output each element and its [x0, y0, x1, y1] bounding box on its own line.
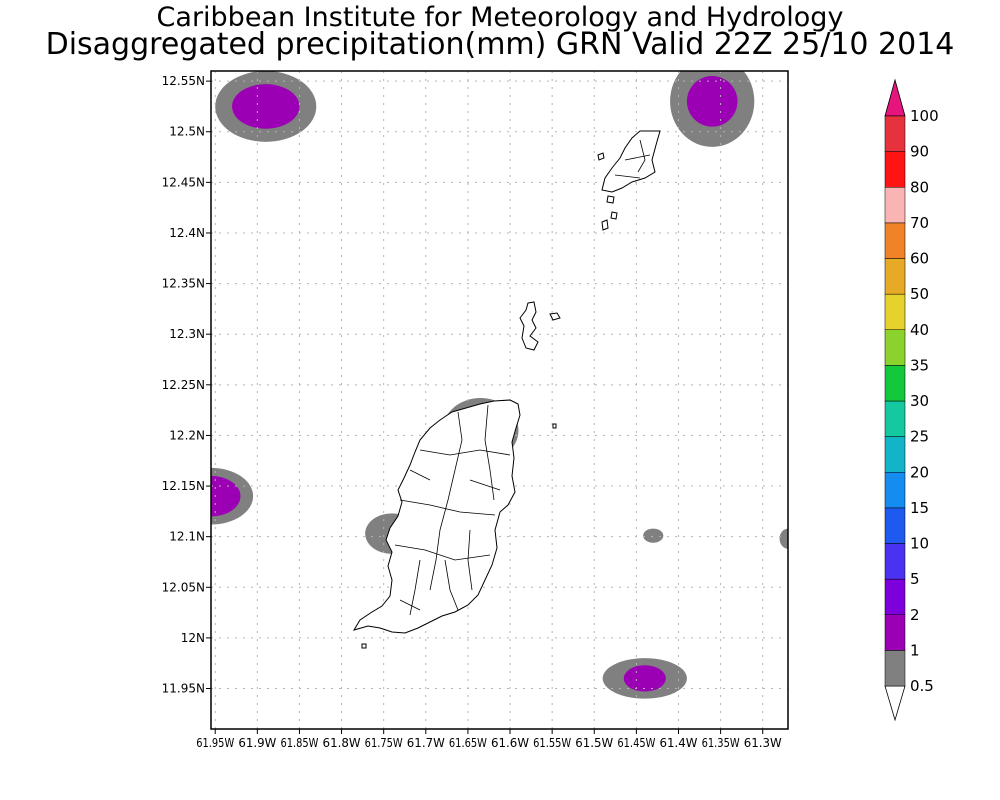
- legend-label-9: 35: [910, 356, 929, 374]
- lon-tick-label-12: 61.35W: [702, 736, 740, 750]
- legend-label-12: 60: [910, 250, 929, 268]
- coastline-layer: [352, 130, 661, 649]
- map-gridlines: [211, 71, 788, 729]
- island-saline: [601, 219, 609, 231]
- legend-swatch-4: [884, 507, 906, 544]
- legend-label-11: 50: [910, 285, 929, 303]
- island-frigate: [610, 211, 618, 220]
- legend-swatch-8: [884, 365, 906, 402]
- precip-area-core-1: [686, 76, 738, 127]
- grenada-island: [352, 399, 521, 634]
- legend-label-6: 20: [910, 463, 929, 481]
- map-plot-background: [211, 71, 788, 729]
- map-frame: [210, 70, 789, 730]
- carriacou-boundaries: [614, 139, 651, 179]
- legend-label-15: 90: [910, 143, 929, 161]
- legend-swatch-5: [884, 472, 906, 509]
- lat-tick-label-11: 12N: [181, 631, 205, 645]
- lat-tick-label-3: 12.4N: [169, 226, 205, 240]
- precip-area-core-5: [623, 665, 666, 692]
- longitude-axis: 61.95W 61.9W 61.85W 61.8W 61.75W 61.7W 61.65W 6…: [196, 729, 782, 750]
- legend-top-arrow: [884, 78, 906, 117]
- legend-label-0: 0.5: [910, 677, 934, 695]
- lon-tick-label-1: 61.9W: [238, 736, 276, 750]
- island-sugar-loaf: [552, 423, 557, 429]
- lat-tick-label-0: 12.55N: [162, 74, 205, 88]
- precip-area-core-0: [232, 84, 300, 129]
- lat-tick-label-7: 12.2N: [169, 428, 205, 442]
- island-caille: [549, 312, 561, 321]
- legend-swatch-14: [884, 151, 906, 188]
- lat-tick-label-6: 12.25N: [162, 378, 205, 392]
- map-subtitle: Disaggregated precipitation(mm) GRN Vali…: [45, 27, 955, 62]
- lon-tick-label-5: 61.7W: [407, 736, 445, 750]
- lon-tick-label-0: 61.95W: [196, 736, 234, 750]
- legend-label-14: 80: [910, 178, 929, 196]
- precip-area-core-3: [211, 475, 241, 517]
- lon-tick-label-3: 61.8W: [323, 736, 361, 750]
- legend-label-8: 30: [910, 392, 929, 410]
- island-ronde: [519, 301, 539, 351]
- lon-tick-label-13: 61.3W: [744, 736, 782, 750]
- lon-tick-label-11: 61.4W: [659, 736, 697, 750]
- legend-swatch-2: [884, 578, 906, 615]
- legend-swatch-6: [884, 436, 906, 473]
- legend-swatch-13: [884, 187, 906, 224]
- legend-swatch-11: [884, 258, 906, 295]
- lon-tick-label-8: 61.55W: [533, 736, 571, 750]
- lat-tick-label-2: 12.45N: [162, 175, 205, 189]
- legend-label-10: 40: [910, 321, 929, 339]
- island-petite-martinique: [597, 152, 605, 161]
- legend-label-16: 100: [910, 107, 939, 125]
- lat-tick-label-5: 12.3N: [169, 327, 205, 341]
- legend-swatch-3: [884, 543, 906, 580]
- latitude-axis: 12.55N 12.5N 12.45N 12.4N 12.35N 12.3N 12.25N 1…: [162, 74, 211, 696]
- legend-label-13: 70: [910, 214, 929, 232]
- carriacou-island: [601, 130, 661, 193]
- legend-swatch-1: [884, 614, 906, 651]
- legend-swatch-0: [884, 650, 906, 687]
- lat-tick-label-8: 12.15N: [162, 479, 205, 493]
- legend-swatch-7: [884, 400, 906, 437]
- lat-tick-label-10: 12.05N: [162, 580, 205, 594]
- legend-swatch-15: [884, 115, 906, 152]
- island-large: [606, 195, 615, 204]
- legend-swatch-9: [884, 329, 906, 366]
- legend-swatch-10: [884, 293, 906, 330]
- grenada-parish-boundaries: [394, 404, 511, 616]
- lon-tick-label-10: 61.45W: [617, 736, 655, 750]
- island-south-islet: [361, 643, 367, 649]
- lon-tick-label-7: 61.6W: [491, 736, 529, 750]
- map-title: Caribbean Institute for Meteorology and …: [156, 2, 844, 33]
- legend-swatch-12: [884, 222, 906, 259]
- legend-bottom-arrow: [884, 685, 906, 722]
- legend-label-7: 25: [910, 428, 929, 446]
- legend-label-5: 15: [910, 499, 929, 517]
- precip-area-outer-7: [779, 528, 788, 549]
- legend-label-1: 1: [910, 641, 920, 659]
- lat-tick-label-12: 11.95N: [162, 682, 205, 696]
- legend-label-4: 10: [910, 535, 929, 553]
- lat-tick-label-4: 12.35N: [162, 277, 205, 291]
- lat-tick-label-9: 12.1N: [169, 530, 205, 544]
- lon-tick-label-4: 61.75W: [365, 736, 403, 750]
- lon-tick-label-2: 61.85W: [280, 736, 318, 750]
- lon-tick-label-9: 61.5W: [575, 736, 613, 750]
- lat-tick-label-1: 12.5N: [169, 125, 205, 139]
- precip-area-outer-6: [643, 528, 664, 543]
- legend-label-2: 2: [910, 606, 920, 624]
- lon-tick-label-6: 61.65W: [449, 736, 487, 750]
- legend-label-3: 5: [910, 570, 920, 588]
